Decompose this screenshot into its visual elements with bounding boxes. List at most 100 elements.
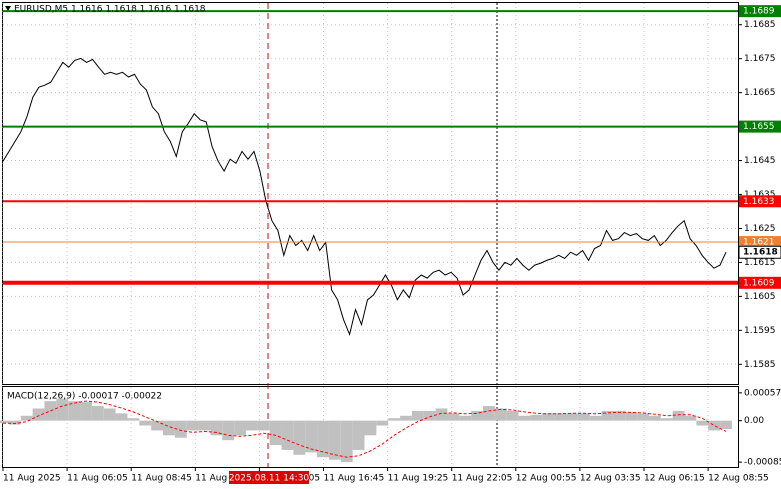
macd-bar: [269, 420, 282, 446]
x-tick-label: 11 Aug 06:05: [67, 474, 128, 484]
macd-bar: [589, 415, 602, 421]
macd-bar: [328, 420, 341, 460]
y-tick-label: 1.1685: [744, 20, 776, 30]
macd-bar: [708, 420, 721, 431]
macd-bar: [565, 413, 578, 421]
macd-bar: [447, 413, 460, 421]
macd-bar: [660, 418, 673, 421]
y-tick-label: -0.00085: [744, 458, 781, 468]
x-tick-label: 11 Aug 16:45: [324, 474, 385, 484]
macd-bar: [317, 420, 329, 458]
y-tick-label: 0.00: [744, 416, 764, 426]
x-tick-label: 11 Aug 11:25: [195, 474, 256, 484]
y-tick-label: 0.00057: [744, 388, 781, 398]
y-tick-label: 1.1585: [744, 360, 776, 370]
level-label: 1.1689: [743, 7, 775, 17]
current-price-label: 1.1618: [743, 248, 778, 258]
macd-bar: [103, 408, 116, 421]
macd-bar: [198, 420, 211, 431]
chart-title: EURUSD,M5 1.1616 1.1618 1.1616 1.1618: [14, 5, 206, 15]
macd-bar: [305, 420, 318, 453]
macd-bar: [483, 406, 495, 421]
macd-bar: [388, 418, 401, 421]
macd-bar: [720, 420, 732, 429]
level-label: 1.1633: [743, 197, 775, 207]
macd-bar: [530, 414, 543, 421]
macd-bar: [459, 415, 472, 421]
level-label-box: [739, 276, 781, 289]
macd-bar: [352, 420, 365, 450]
macd-bar: [577, 413, 590, 421]
x-tick-label: 11 Aug 2025: [3, 474, 61, 484]
macd-bar: [506, 410, 519, 421]
macd-bar: [340, 420, 353, 463]
macd-bar: [151, 420, 164, 431]
level-label: 1.1655: [743, 122, 775, 132]
macd-bar: [376, 420, 389, 426]
y-tick-label: 1.1625: [744, 224, 776, 234]
macd-bar: [672, 410, 685, 421]
macd-bar: [364, 420, 377, 436]
macd-bar: [625, 411, 638, 421]
x-tick-label: 11 Aug 22:05: [452, 474, 513, 484]
y-tick-label: 1.1635: [744, 190, 776, 200]
macd-bar: [32, 408, 45, 421]
level-label: 1.1609: [743, 278, 775, 288]
macd-bar: [80, 402, 92, 421]
y-tick-label: 1.1665: [744, 88, 776, 98]
title-arrow: [5, 6, 11, 11]
macd-bar: [257, 420, 270, 431]
macd-bar: [44, 401, 57, 421]
overlay-layer: 11 Aug 2025 11 Aug 06:05 11 Aug 08:45 11 Au…: [2, 5, 781, 484]
macd-bar: [91, 406, 104, 421]
macd-bar: [163, 420, 175, 436]
signal-line: [2, 400, 727, 458]
macd-bar: [435, 408, 448, 421]
data-layer: [0, 57, 732, 463]
level-label-box: [739, 236, 781, 249]
level-label-box: [739, 5, 781, 18]
y-tick-label: 1.1645: [744, 156, 776, 166]
macd-bar: [234, 420, 246, 436]
grid-layer: [2, 3, 738, 467]
macd-bar: [174, 420, 187, 438]
current-price-box: [738, 245, 781, 259]
macd-bar: [494, 408, 507, 421]
y-tick-label: 1.1675: [744, 54, 776, 64]
macd-bar: [68, 401, 81, 421]
crosshair-label-box: [229, 471, 309, 484]
macd-bar: [423, 410, 436, 421]
macd-bar: [20, 415, 33, 421]
level-label-box: [739, 120, 781, 133]
level-label-box: [739, 195, 781, 208]
macd-bar: [56, 398, 69, 421]
macd-bar: [186, 420, 199, 431]
y-tick-label: 1.1595: [744, 326, 776, 336]
y-tick-label: 1.1615: [744, 258, 776, 268]
macd-bar: [8, 420, 21, 425]
macd-bar: [601, 410, 614, 421]
macd-bar: [400, 415, 412, 421]
macd-bar: [554, 413, 566, 421]
macd-title: MACD(12,26,9) -0.00017 -0.00022: [7, 392, 162, 402]
macd-bar: [245, 420, 258, 431]
macd-bar: [696, 420, 709, 426]
x-tick-label: 12 Aug 00:55: [516, 474, 577, 484]
level-label: 1.1621: [743, 238, 775, 248]
macd-bar: [518, 415, 531, 421]
macd-bar: [210, 420, 223, 436]
macd-bar: [637, 413, 649, 421]
macd-bar: [127, 418, 140, 421]
crosshair-label: 2025.08.11 14:30: [229, 474, 310, 484]
main-frame: [2, 2, 739, 385]
y-tick-label: 1.1605: [744, 292, 776, 302]
macd-bar: [281, 420, 294, 450]
macd-bar: [139, 420, 152, 426]
x-tick-label: 11 Aug 08:45: [131, 474, 192, 484]
macd-bar: [222, 420, 235, 441]
macd-bar: [411, 410, 424, 421]
macd-bar: [115, 413, 128, 421]
x-tick-label: 12 Aug 03:35: [580, 474, 641, 484]
